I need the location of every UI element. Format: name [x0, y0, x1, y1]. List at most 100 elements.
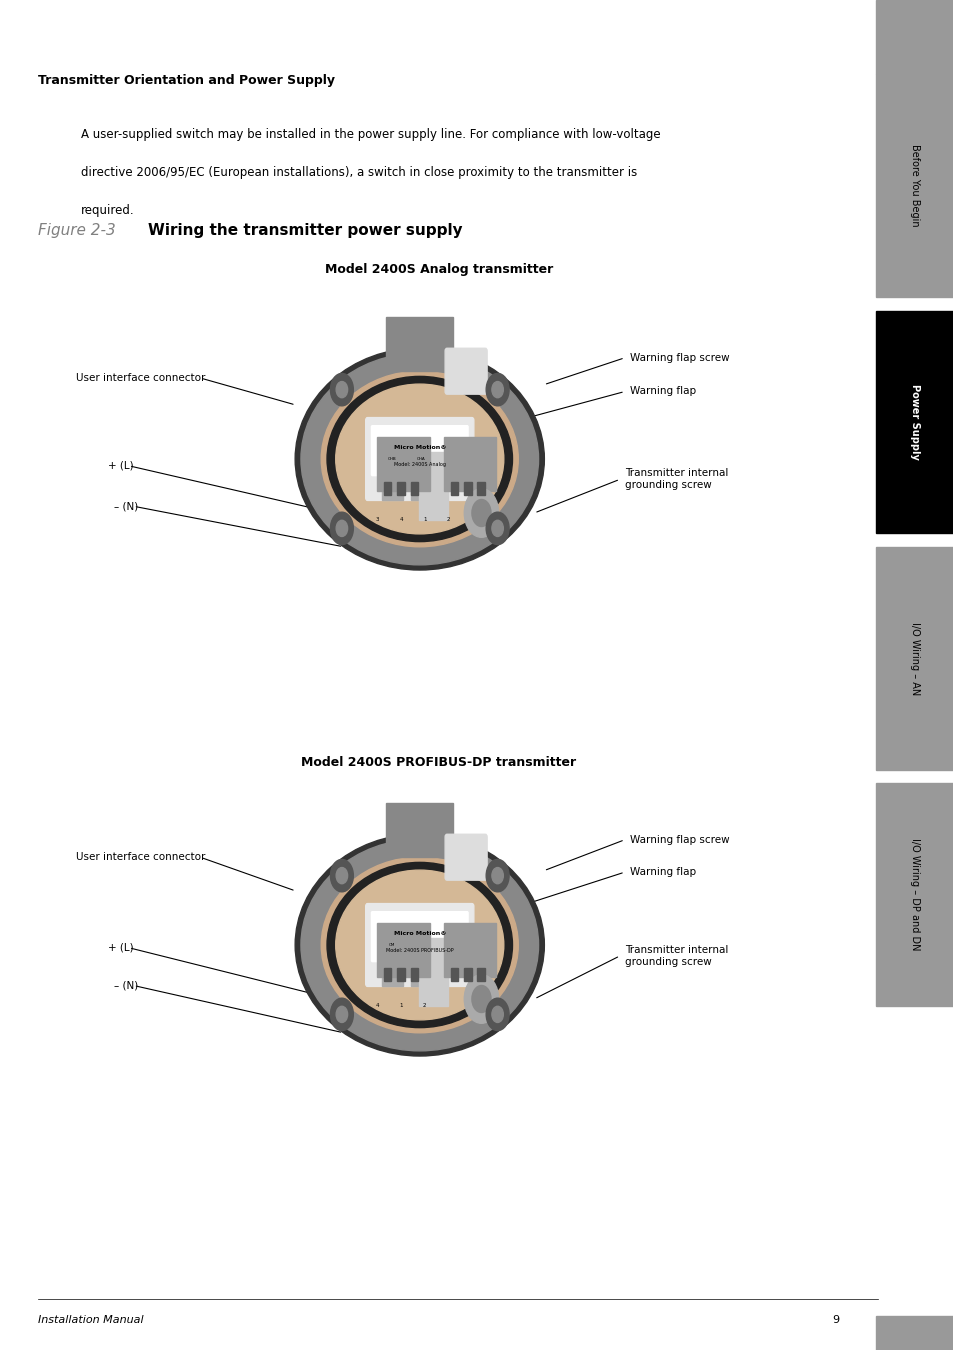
Ellipse shape [321, 371, 517, 547]
Text: Warning flap screw: Warning flap screw [629, 834, 728, 845]
Text: Micro Motion®: Micro Motion® [393, 444, 446, 450]
Text: User interface connector: User interface connector [75, 852, 205, 863]
Bar [875, 74, 953, 297]
Text: directive 2006/95/EC (European installations), a switch in close proximity to th: directive 2006/95/EC (European installat… [81, 166, 637, 180]
Bar [419, 452, 448, 520]
Circle shape [335, 868, 347, 884]
Circle shape [492, 382, 503, 398]
Bar [386, 317, 453, 371]
Ellipse shape [321, 857, 517, 1033]
Ellipse shape [294, 834, 544, 1056]
Bar [450, 968, 457, 981]
Text: 1: 1 [398, 1003, 402, 1008]
Text: + (L): + (L) [108, 460, 133, 471]
Text: 4: 4 [375, 1003, 378, 1008]
Text: 9: 9 [832, 1315, 839, 1326]
Bar [875, 310, 953, 533]
Ellipse shape [327, 863, 512, 1027]
Text: 1: 1 [422, 517, 426, 522]
Text: + (L): + (L) [108, 942, 133, 953]
Text: I/O Wiring – AN: I/O Wiring – AN [909, 621, 919, 695]
Text: 2: 2 [446, 517, 450, 522]
Ellipse shape [294, 348, 544, 570]
Bar [875, 783, 953, 1006]
Text: – (N): – (N) [114, 501, 138, 512]
Bar [450, 482, 457, 495]
Circle shape [492, 1006, 503, 1022]
Circle shape [335, 382, 347, 398]
Circle shape [472, 986, 491, 1012]
Text: 3: 3 [375, 517, 378, 522]
Text: Warning flap: Warning flap [629, 386, 695, 397]
Circle shape [330, 374, 353, 406]
Text: Before You Begin: Before You Begin [909, 144, 919, 227]
Text: A user-supplied switch may be installed in the power supply line. For compliance: A user-supplied switch may be installed … [81, 128, 660, 142]
Bar [410, 968, 417, 981]
Text: Power Supply: Power Supply [909, 383, 919, 460]
Text: Model 2400S Analog transmitter: Model 2400S Analog transmitter [324, 263, 553, 277]
Circle shape [472, 500, 491, 526]
Text: 2: 2 [422, 1003, 426, 1008]
Circle shape [335, 520, 347, 536]
Text: Installation Manual: Installation Manual [38, 1315, 144, 1326]
Text: Transmitter internal
grounding screw: Transmitter internal grounding screw [624, 468, 727, 490]
FancyBboxPatch shape [445, 348, 487, 394]
Bar [381, 952, 402, 986]
Text: Warning flap: Warning flap [629, 867, 695, 878]
Circle shape [464, 489, 498, 537]
Text: CHB: CHB [388, 458, 396, 460]
Text: Warning flap screw: Warning flap screw [629, 352, 728, 363]
Text: Transmitter internal
grounding screw: Transmitter internal grounding screw [624, 945, 727, 967]
Circle shape [486, 998, 509, 1030]
Circle shape [464, 975, 498, 1023]
Bar [443, 923, 496, 977]
Circle shape [486, 374, 509, 406]
Bar [463, 482, 471, 495]
Ellipse shape [300, 840, 538, 1050]
Text: Transmitter Orientation and Power Supply: Transmitter Orientation and Power Supply [38, 74, 335, 88]
Text: Model 2400S PROFIBUS-DP transmitter: Model 2400S PROFIBUS-DP transmitter [301, 756, 576, 770]
Text: User interface connector: User interface connector [75, 373, 205, 383]
Bar [875, 547, 953, 769]
Circle shape [492, 520, 503, 536]
FancyBboxPatch shape [365, 903, 474, 987]
Bar [443, 437, 496, 491]
Bar [419, 938, 448, 1006]
Bar [383, 968, 391, 981]
Circle shape [330, 512, 353, 544]
FancyBboxPatch shape [371, 425, 468, 475]
Ellipse shape [335, 385, 503, 533]
Bar [476, 482, 484, 495]
Bar [476, 968, 484, 981]
Bar [875, 1316, 953, 1350]
Ellipse shape [300, 354, 538, 564]
Bar [396, 968, 404, 981]
FancyBboxPatch shape [365, 417, 474, 501]
Bar [376, 437, 429, 491]
Text: Wiring the transmitter power supply: Wiring the transmitter power supply [148, 223, 462, 238]
Circle shape [335, 1006, 347, 1022]
Text: – (N): – (N) [114, 980, 138, 991]
Text: CHA: CHA [416, 458, 425, 460]
Text: Micro Motion®: Micro Motion® [393, 930, 446, 936]
Bar [376, 923, 429, 977]
Circle shape [486, 512, 509, 544]
Text: Figure 2-3: Figure 2-3 [38, 223, 115, 238]
Circle shape [330, 998, 353, 1030]
Ellipse shape [327, 377, 512, 541]
Circle shape [492, 868, 503, 884]
Ellipse shape [335, 871, 503, 1019]
Bar [410, 466, 431, 500]
Bar [410, 952, 431, 986]
Text: Model: 2400S PROFIBUS-DP: Model: 2400S PROFIBUS-DP [386, 948, 453, 953]
Text: Model: 2400S Analog: Model: 2400S Analog [394, 462, 445, 467]
Bar [383, 482, 391, 495]
Circle shape [486, 860, 509, 892]
Bar [386, 803, 453, 857]
Text: required.: required. [81, 204, 134, 217]
FancyBboxPatch shape [445, 834, 487, 880]
Circle shape [330, 860, 353, 892]
Bar [396, 482, 404, 495]
FancyBboxPatch shape [371, 911, 468, 961]
Bar [875, 0, 953, 74]
